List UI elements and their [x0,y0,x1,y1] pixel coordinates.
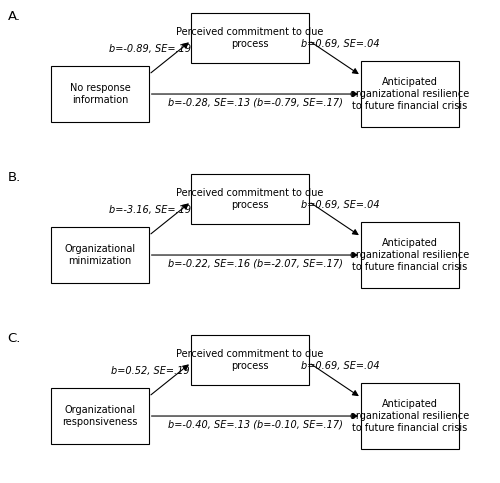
Text: b=-3.16, SE=.19: b=-3.16, SE=.19 [109,205,191,214]
Text: B.: B. [8,170,21,184]
Text: C.: C. [8,332,21,345]
Text: Anticipated
organizational resilience
to future financial crisis: Anticipated organizational resilience to… [350,77,470,111]
Text: Perceived commitment to due
process: Perceived commitment to due process [176,349,324,371]
FancyBboxPatch shape [52,388,149,444]
FancyBboxPatch shape [361,222,459,288]
Text: Organizational
responsiveness: Organizational responsiveness [62,405,138,427]
Text: b=-0.28, SE=.13 (b=-0.79, SE=.17): b=-0.28, SE=.13 (b=-0.79, SE=.17) [168,98,342,108]
Text: b=-0.89, SE=.19: b=-0.89, SE=.19 [109,43,191,54]
Text: No response
information: No response information [70,83,130,105]
Text: Perceived commitment to due
process: Perceived commitment to due process [176,27,324,49]
FancyBboxPatch shape [361,61,459,127]
Text: b=0.69, SE=.04: b=0.69, SE=.04 [300,361,380,371]
Text: b=-0.40, SE=.13 (b=-0.10, SE=.17): b=-0.40, SE=.13 (b=-0.10, SE=.17) [168,420,342,430]
FancyBboxPatch shape [52,227,149,283]
FancyBboxPatch shape [361,384,459,449]
Text: b=0.69, SE=.04: b=0.69, SE=.04 [300,200,380,211]
Text: Perceived commitment to due
process: Perceived commitment to due process [176,188,324,210]
FancyBboxPatch shape [191,335,308,385]
FancyBboxPatch shape [191,13,308,63]
Text: b=-0.22, SE=.16 (b=-2.07, SE=.17): b=-0.22, SE=.16 (b=-2.07, SE=.17) [168,259,342,269]
FancyBboxPatch shape [191,174,308,224]
Text: A.: A. [8,10,20,23]
Text: Organizational
minimization: Organizational minimization [64,244,136,266]
Text: Anticipated
organizational resilience
to future financial crisis: Anticipated organizational resilience to… [350,399,470,433]
Text: Anticipated
organizational resilience
to future financial crisis: Anticipated organizational resilience to… [350,239,470,271]
Text: b=0.52, SE=.19: b=0.52, SE=.19 [110,366,190,376]
Text: b=0.69, SE=.04: b=0.69, SE=.04 [300,40,380,49]
FancyBboxPatch shape [52,66,149,122]
